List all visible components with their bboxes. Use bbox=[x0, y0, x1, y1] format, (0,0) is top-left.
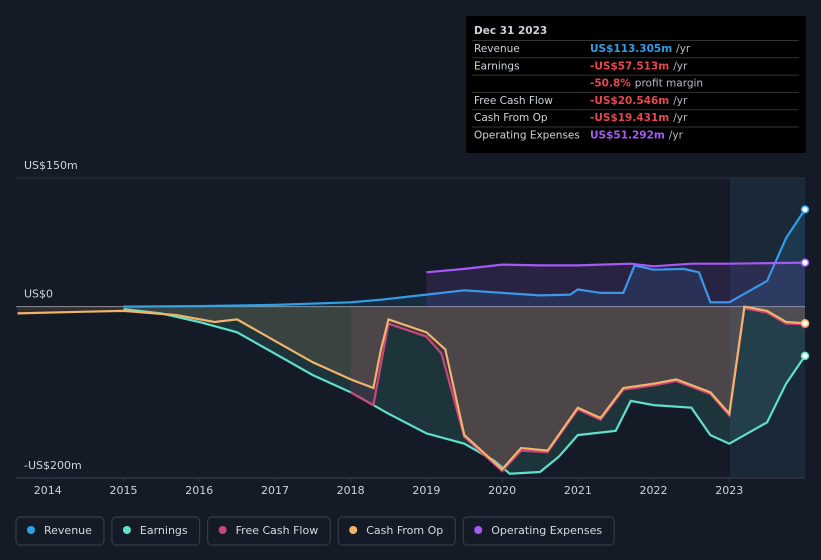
end-point bbox=[800, 318, 810, 328]
tooltip-box bbox=[466, 16, 806, 153]
tooltip-value: -US$19.431m/yr bbox=[590, 112, 688, 124]
tooltip-value: -50.8% profit margin bbox=[590, 78, 703, 90]
series-line bbox=[426, 261, 806, 274]
series-line bbox=[123, 308, 806, 475]
tooltip-label: Operating Expenses bbox=[474, 130, 580, 142]
area bbox=[123, 306, 805, 474]
legend-label[interactable]: Earnings bbox=[140, 524, 188, 537]
tooltip-label: Revenue bbox=[474, 43, 520, 55]
tooltip-label: Free Cash Flow bbox=[474, 95, 553, 107]
tooltip-amount: -US$57.513m bbox=[590, 60, 669, 72]
legend-button[interactable] bbox=[207, 516, 331, 546]
legend-button[interactable] bbox=[15, 516, 105, 546]
legend-item[interactable]: Operating Expenses bbox=[462, 516, 615, 546]
legend-swatch[interactable] bbox=[122, 526, 131, 534]
legend-label[interactable]: Revenue bbox=[44, 524, 92, 537]
area bbox=[426, 262, 805, 307]
series-line bbox=[17, 305, 806, 471]
x-tick-label: 2020 bbox=[488, 484, 516, 497]
legend-item[interactable]: Cash From Op bbox=[337, 516, 456, 546]
tooltip-unit: /yr bbox=[676, 43, 691, 55]
end-point bbox=[800, 258, 810, 267]
x-tick-label: 2015 bbox=[110, 484, 138, 497]
y-tick-label: US$150m bbox=[24, 159, 78, 172]
legend-swatch[interactable] bbox=[27, 526, 35, 534]
tooltip-unit: /yr bbox=[673, 112, 688, 124]
tooltip-amount: -50.8% bbox=[590, 78, 631, 90]
tooltip-value: US$51.292m/yr bbox=[590, 130, 684, 142]
y-tick-label: -US$200m bbox=[24, 459, 82, 472]
end-point bbox=[800, 205, 810, 214]
legend-item[interactable]: Free Cash Flow bbox=[207, 516, 331, 546]
legend-button[interactable] bbox=[337, 516, 456, 546]
x-tick-label: 2018 bbox=[337, 484, 365, 497]
legend-swatch[interactable] bbox=[474, 526, 483, 534]
series-line bbox=[123, 208, 806, 308]
tooltip-unit: /yr bbox=[669, 130, 684, 142]
x-tick-label: 2021 bbox=[564, 484, 592, 497]
legend-swatch[interactable] bbox=[349, 526, 358, 534]
tooltip-amount: -US$20.546m bbox=[590, 95, 669, 107]
tooltip-value: -US$20.546m/yr bbox=[590, 95, 688, 107]
legend-label[interactable]: Operating Expenses bbox=[491, 524, 602, 537]
x-tick-label: 2014 bbox=[34, 484, 62, 497]
area bbox=[123, 209, 805, 307]
area bbox=[17, 306, 805, 470]
legend-swatch[interactable] bbox=[218, 526, 227, 534]
end-point bbox=[800, 351, 810, 361]
legend-item[interactable]: Revenue bbox=[15, 516, 105, 546]
tooltip-amount: US$113.305m bbox=[590, 43, 672, 55]
tooltip-amount: US$51.292m bbox=[590, 130, 665, 142]
tooltip-amount: -US$19.431m bbox=[590, 112, 669, 124]
tooltip-unit: /yr bbox=[673, 60, 688, 72]
tooltip-value: US$113.305m/yr bbox=[590, 43, 691, 55]
x-tick-label: 2017 bbox=[261, 484, 289, 497]
x-tick-label: 2022 bbox=[640, 484, 668, 497]
legend-label[interactable]: Free Cash Flow bbox=[236, 524, 319, 537]
x-tick-label: 2023 bbox=[715, 484, 743, 497]
tooltip-title: Dec 31 2023 bbox=[474, 25, 547, 37]
y-tick-label: US$0 bbox=[24, 288, 53, 301]
legend-label[interactable]: Cash From Op bbox=[366, 524, 443, 537]
legend-button[interactable] bbox=[111, 516, 201, 546]
legend-button[interactable] bbox=[462, 516, 615, 546]
tooltip-label: Cash From Op bbox=[474, 112, 548, 124]
tooltip-unit: profit margin bbox=[635, 78, 703, 90]
x-tick-label: 2016 bbox=[185, 484, 213, 497]
tooltip-unit: /yr bbox=[673, 95, 688, 107]
tooltip-value: -US$57.513m/yr bbox=[590, 60, 688, 72]
x-tick-label: 2019 bbox=[412, 484, 440, 497]
legend-item[interactable]: Earnings bbox=[111, 516, 201, 546]
tooltip-label: Earnings bbox=[474, 60, 520, 72]
